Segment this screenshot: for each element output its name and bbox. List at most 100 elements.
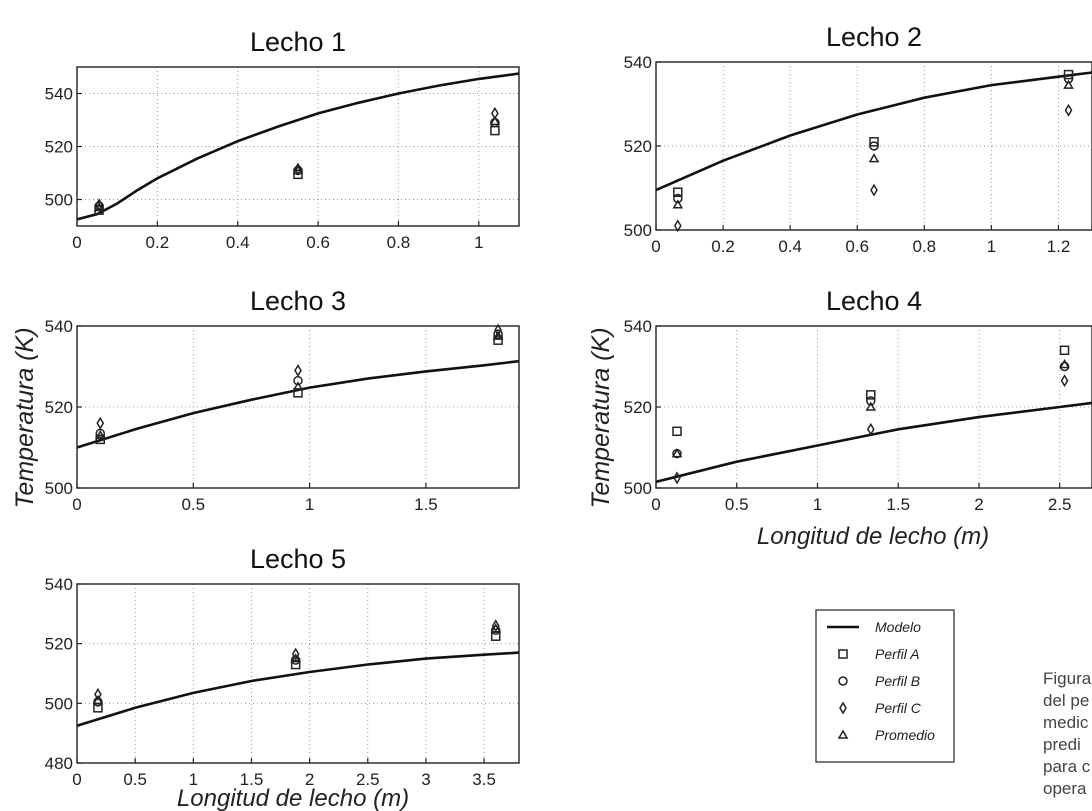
- y-tick-label: 500: [624, 479, 652, 498]
- chart-panel-4: 0 0.5 1 1.5 2 2.5 500 520 540 Lecho 4: [624, 286, 1092, 514]
- marker-perfil-c: [291, 647, 300, 661]
- caption-line: del pe: [1043, 691, 1090, 710]
- x-tick-label: 0.2: [146, 233, 170, 252]
- x-tick-label: 1: [189, 770, 198, 789]
- x-tick-label: 0.4: [226, 233, 250, 252]
- legend: Modelo Perfil A Perfil B Perfil C Promedio: [815, 609, 955, 763]
- x-tick-label: 1: [813, 495, 822, 514]
- x-tick-label: 1.5: [414, 495, 438, 514]
- marker-perfil-c: [494, 323, 502, 337]
- legend-label: Promedio: [875, 727, 935, 743]
- legend-item: Modelo: [827, 619, 921, 635]
- x-tick-label: 1.2: [1047, 237, 1071, 256]
- chart-title: Lecho 1: [250, 27, 346, 57]
- x-tick-label: 0.4: [778, 237, 802, 256]
- x-tick-label: 0.5: [181, 495, 205, 514]
- y-tick-label: 540: [45, 575, 73, 594]
- caption-line: para c: [1043, 757, 1091, 776]
- marker-perfil-c: [491, 619, 500, 633]
- marker-promedio: [1063, 79, 1074, 89]
- x-tick-label: 1: [305, 495, 314, 514]
- chart-panel-5: 0 0.5 1 1.5 2 2.5 3 3.5 480 500 520 540 Lecho 5: [45, 544, 520, 789]
- marker-promedio: [671, 448, 683, 458]
- x-tick-label: 1: [987, 237, 996, 256]
- y-tick-label: 500: [45, 479, 73, 498]
- marker-promedio: [1059, 358, 1070, 369]
- x-tick-label: 2: [305, 770, 314, 789]
- legend-label: Perfil A: [875, 646, 920, 662]
- y-tick-label: 540: [624, 53, 652, 72]
- x-tick-label: 1.5: [886, 495, 910, 514]
- x-tick-label: 0.5: [725, 495, 749, 514]
- marker-perfil-b: [866, 396, 876, 406]
- y-tick-label: 540: [624, 317, 652, 336]
- model-line: [656, 401, 1092, 484]
- chart-title: Lecho 2: [826, 22, 922, 52]
- marker-perfil-a: [293, 388, 303, 398]
- y-tick-label: 480: [45, 754, 73, 773]
- x-tick-label: 2.5: [356, 770, 380, 789]
- legend-label: Modelo: [875, 619, 921, 635]
- x-tick-label: 0.5: [123, 770, 147, 789]
- chart-title: Lecho 4: [826, 286, 922, 316]
- marker-perfil-c: [870, 183, 878, 197]
- marker-perfil-a: [1063, 69, 1074, 80]
- legend-symbol-square: [838, 649, 848, 659]
- x-tick-label: 1: [474, 233, 483, 252]
- marker-promedio: [490, 623, 502, 633]
- marker-perfil-c: [94, 687, 102, 701]
- marker-perfil-b: [869, 141, 879, 151]
- x-tick-label: 0.8: [912, 237, 936, 256]
- marker-promedio: [865, 401, 877, 411]
- x-tick-label: 0: [651, 495, 660, 514]
- caption-line: opera: [1043, 779, 1087, 798]
- marker-perfil-a: [869, 137, 879, 147]
- marker-promedio: [489, 115, 501, 126]
- y-tick-label: 500: [624, 221, 652, 240]
- marker-promedio: [94, 429, 106, 440]
- legend-symbol-triangle: [837, 729, 849, 739]
- legend-items: Modelo Perfil A Perfil B Perfil C Promedio: [827, 619, 935, 743]
- x-tick-label: 3.5: [472, 770, 496, 789]
- y-tick-label: 520: [624, 137, 652, 156]
- marker-promedio: [672, 199, 684, 209]
- legend-symbol-diamond: [839, 701, 847, 715]
- x-axis-label-lecho-4: Longitud de lecho (m): [757, 523, 989, 550]
- marker-promedio: [868, 153, 880, 163]
- chart-title: Lecho 5: [250, 544, 346, 574]
- marker-promedio: [492, 330, 504, 340]
- marker-promedio: [92, 694, 104, 705]
- caption-line: predi: [1043, 735, 1081, 754]
- marker-perfil-c: [294, 364, 302, 378]
- y-tick-label: 520: [45, 635, 73, 654]
- y-tick-label: 500: [45, 694, 73, 713]
- legend-item: Perfil B: [838, 673, 920, 689]
- x-tick-label: 0: [72, 233, 81, 252]
- marker-promedio: [292, 164, 304, 175]
- x-tick-label: 2.5: [1048, 495, 1072, 514]
- x-tick-label: 2: [974, 495, 983, 514]
- x-tick-label: 0: [72, 495, 81, 514]
- chart-panel-1: 0 0.2 0.4 0.6 0.8 1 500 520 540 Lecho 1: [45, 27, 520, 252]
- marker-promedio: [290, 653, 301, 663]
- marker-perfil-b: [1063, 74, 1074, 84]
- legend-symbol-circle: [838, 676, 848, 686]
- model-line: [77, 359, 519, 449]
- legend-item: Perfil C: [839, 700, 922, 716]
- marker-perfil-c: [96, 416, 105, 430]
- marker-perfil-c: [866, 422, 875, 436]
- plot-frame: [655, 325, 1092, 489]
- x-tick-label: 0.6: [845, 237, 869, 256]
- caption-line: medic: [1043, 713, 1089, 732]
- figure-caption: Figura del pe medic predi para c opera: [1043, 668, 1092, 800]
- marker-promedio: [292, 381, 304, 391]
- y-axis-label-right: Temperatura (K): [587, 327, 615, 508]
- marker-perfil-a: [95, 434, 106, 445]
- y-tick-label: 520: [45, 138, 73, 157]
- x-tick-label: 0: [651, 237, 660, 256]
- marker-perfil-a: [293, 169, 303, 180]
- y-tick-label: 540: [45, 85, 73, 104]
- plot-frame: [655, 61, 1092, 231]
- marker-perfil-b: [493, 329, 503, 339]
- chart-panel-2: 0 0.2 0.4 0.6 0.8 1 1.2 500 520 540 Lecho 2: [624, 22, 1092, 256]
